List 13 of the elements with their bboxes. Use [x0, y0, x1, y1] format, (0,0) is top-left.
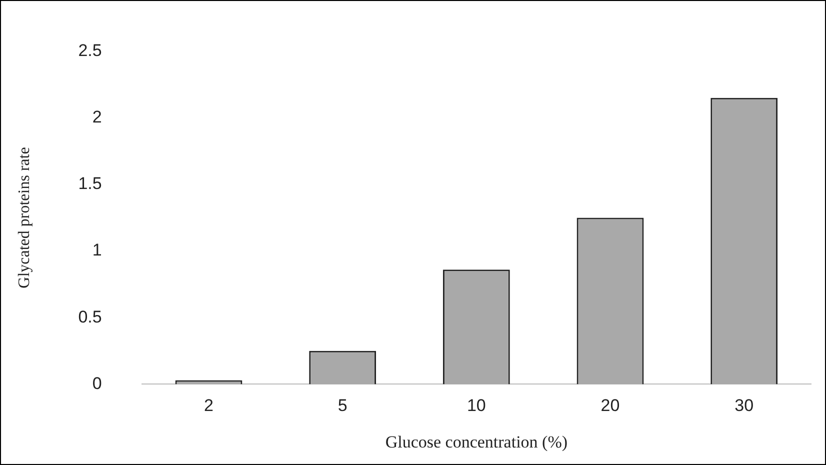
y-tick-label: 0: [92, 374, 102, 393]
x-tick-label: 30: [734, 396, 754, 416]
x-tick-label: 5: [338, 396, 348, 416]
y-tick-label: 2.5: [78, 40, 102, 60]
x-axis-title: Glucose concentration (%): [385, 432, 568, 452]
y-axis-title: Glycated proteins rate: [16, 147, 33, 288]
y-tick-label: 1.5: [78, 174, 102, 194]
x-tick-label: 20: [600, 396, 620, 416]
y-tick-label: 0.5: [78, 307, 102, 326]
x-tick-label: 2: [204, 396, 214, 416]
x-tick-label: 10: [466, 396, 486, 416]
y-tick-label: 1: [92, 240, 102, 260]
y-tick-label: 2: [92, 107, 102, 126]
